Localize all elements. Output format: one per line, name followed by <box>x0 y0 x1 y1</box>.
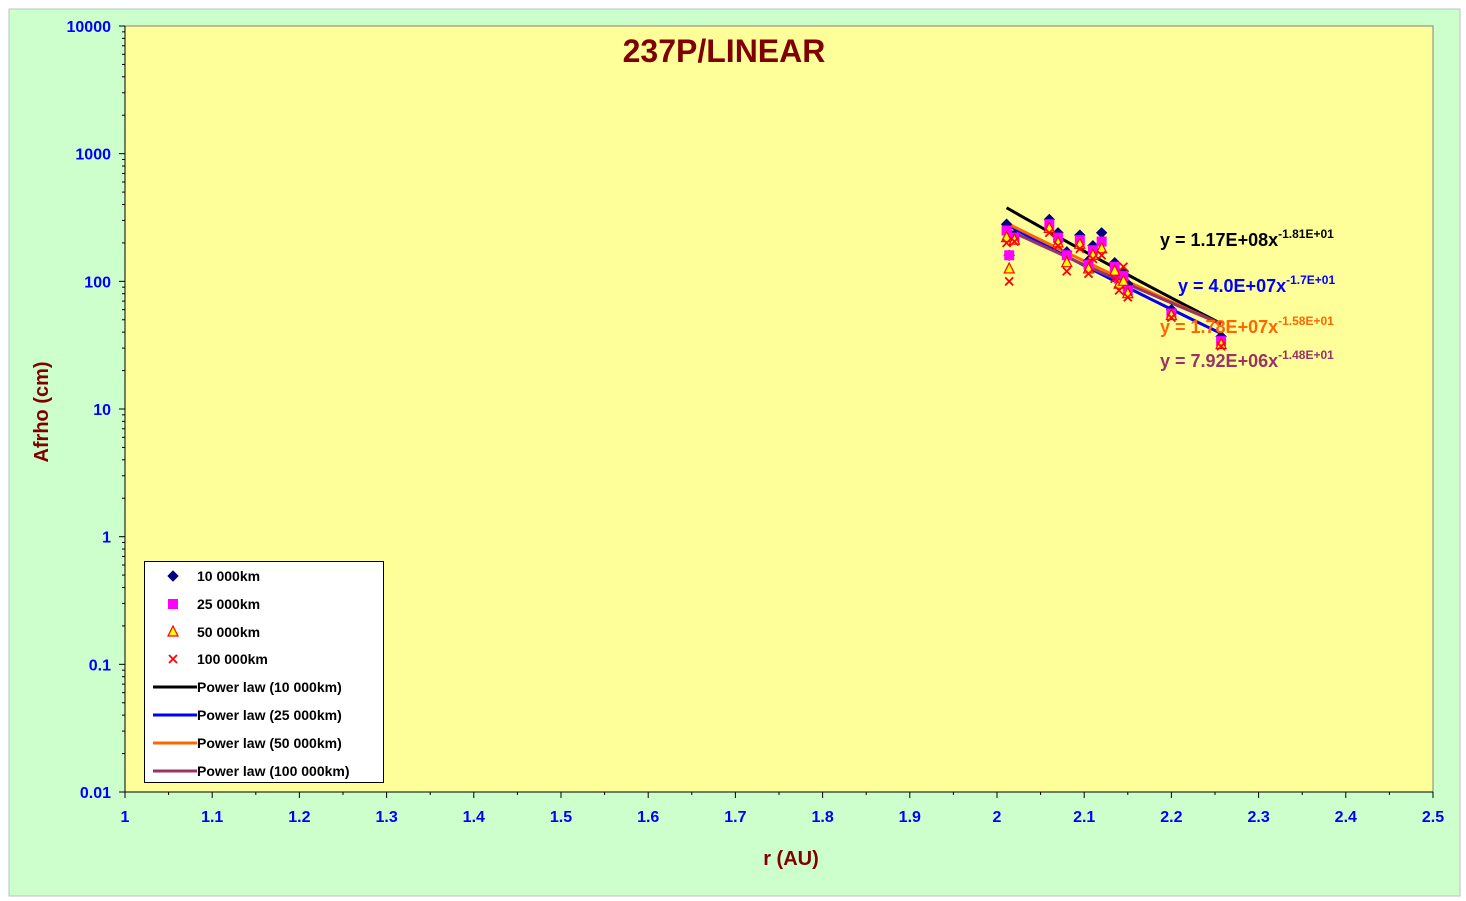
x-tick-label: 2.4 <box>1335 809 1357 826</box>
data-point <box>1166 312 1177 323</box>
x-tick-label: 1.2 <box>288 809 310 826</box>
legend-label: Power law (50 000km) <box>197 734 342 751</box>
chart-title: 237P/LINEAR <box>623 33 826 69</box>
data-point <box>1110 273 1120 284</box>
equation-label: y = 4.0E+07x-1.7E+01 <box>1178 273 1335 296</box>
data-point <box>1114 285 1124 295</box>
legend-marker <box>168 598 178 609</box>
y-tick-label: 10 <box>93 402 111 419</box>
legend-label: Power law (10 000km) <box>197 679 342 696</box>
data-point <box>1216 341 1226 351</box>
legend-marker <box>167 570 179 582</box>
data-point <box>1123 292 1133 302</box>
x-tick-label: 1.9 <box>899 809 921 826</box>
legend-marker <box>168 654 178 665</box>
x-tick-label: 1.8 <box>811 809 833 826</box>
legend-item: Power law (50 000km) <box>145 733 383 753</box>
equation-label: y = 7.92E+06x-1.48E+01 <box>1160 348 1334 371</box>
axes <box>119 25 1434 798</box>
legend-item: 100 000km <box>145 649 383 669</box>
legend-marker-icon <box>168 654 178 665</box>
legend-item: 50 000km <box>145 622 383 642</box>
data-point <box>1003 261 1016 274</box>
equation-label: y = 1.78E+07x-1.58E+01 <box>1160 314 1334 337</box>
data-point <box>1004 276 1014 286</box>
x-tick-label: 1 <box>121 809 130 826</box>
equation-label: y = 1.17E+08x-1.81E+01 <box>1160 227 1334 250</box>
x-tick-label: 2.1 <box>1073 809 1095 826</box>
y-tick-label: 100 <box>84 274 111 291</box>
legend-item: Power law (100 000km) <box>145 761 383 781</box>
legend-label: 50 000km <box>197 623 261 640</box>
data-point <box>1117 273 1130 286</box>
legend-line-icon <box>153 713 197 717</box>
legend-label: 100 000km <box>197 651 268 668</box>
legend-item: Power law (25 000km) <box>145 705 383 725</box>
data-point <box>1108 263 1121 276</box>
data-point <box>1075 244 1085 254</box>
data-point <box>1118 262 1129 272</box>
x-tick-label: 2.5 <box>1422 809 1444 826</box>
data-point <box>1095 241 1108 254</box>
x-tick-label: 1.3 <box>375 809 397 826</box>
legend-label: 10 000km <box>197 568 261 584</box>
x-tick-label: 1.7 <box>724 809 746 826</box>
data-point <box>1053 241 1063 251</box>
data-point <box>1009 236 1020 247</box>
trendline-equations: y = 1.17E+08x-1.81E+01 y = 4.0E+07x-1.7E+… <box>1160 227 1335 371</box>
x-tick-label: 1.5 <box>550 809 572 826</box>
data-point <box>1083 268 1094 279</box>
y-tick-label: 0.1 <box>89 657 111 674</box>
x-tick-label: 1.4 <box>463 809 485 826</box>
legend-line-icon <box>153 769 197 773</box>
data-point <box>1060 255 1073 268</box>
legend-line-icon <box>153 685 197 689</box>
legend-marker-icon <box>167 624 179 637</box>
x-tick-label: 1.6 <box>637 809 659 826</box>
data-point <box>1061 250 1072 261</box>
legend-label: 25 000km <box>197 595 261 612</box>
legend-label: Power law (100 000km) <box>197 762 350 779</box>
legend-label: Power law (25 000km) <box>197 707 342 723</box>
data-point <box>1062 266 1072 276</box>
legend-marker <box>167 624 179 637</box>
y-tick-label: 10000 <box>67 19 112 36</box>
y-tick-label: 1 <box>102 530 111 547</box>
data-point <box>1000 230 1013 243</box>
data-point <box>1004 250 1015 261</box>
data-point <box>1044 228 1054 238</box>
x-tick-label: 2.3 <box>1247 809 1269 826</box>
tick-labels: 0.01 0.1 1 10 100 1000 10000 1 1.1 1.2 1.3 1.4 1.5 1.… <box>67 19 1445 826</box>
y-tick-label: 0.01 <box>80 785 111 802</box>
x-tick-label: 1.1 <box>201 809 223 826</box>
legend-marker-icon <box>168 598 178 609</box>
legend-item: 25 000km <box>145 594 383 614</box>
legend-item: Power law (10 000km) <box>145 677 383 697</box>
y-axis-label: Afrho (cm) <box>31 361 53 462</box>
legend-marker-icon <box>167 570 179 582</box>
legend-item: 10 000km <box>145 566 383 586</box>
data-point <box>1088 254 1098 264</box>
data-point <box>1097 250 1107 260</box>
legend-line-icon <box>153 741 197 745</box>
y-tick-label: 1000 <box>75 147 111 164</box>
data-point <box>1001 238 1012 248</box>
data-points <box>1000 213 1228 351</box>
legend: 10 000km 25 000km 50 000km 100 000km Power l… <box>144 561 384 783</box>
x-axis-label: r (AU) <box>763 848 819 870</box>
x-tick-label: 2.2 <box>1160 809 1182 826</box>
x-tick-label: 2 <box>993 809 1002 826</box>
